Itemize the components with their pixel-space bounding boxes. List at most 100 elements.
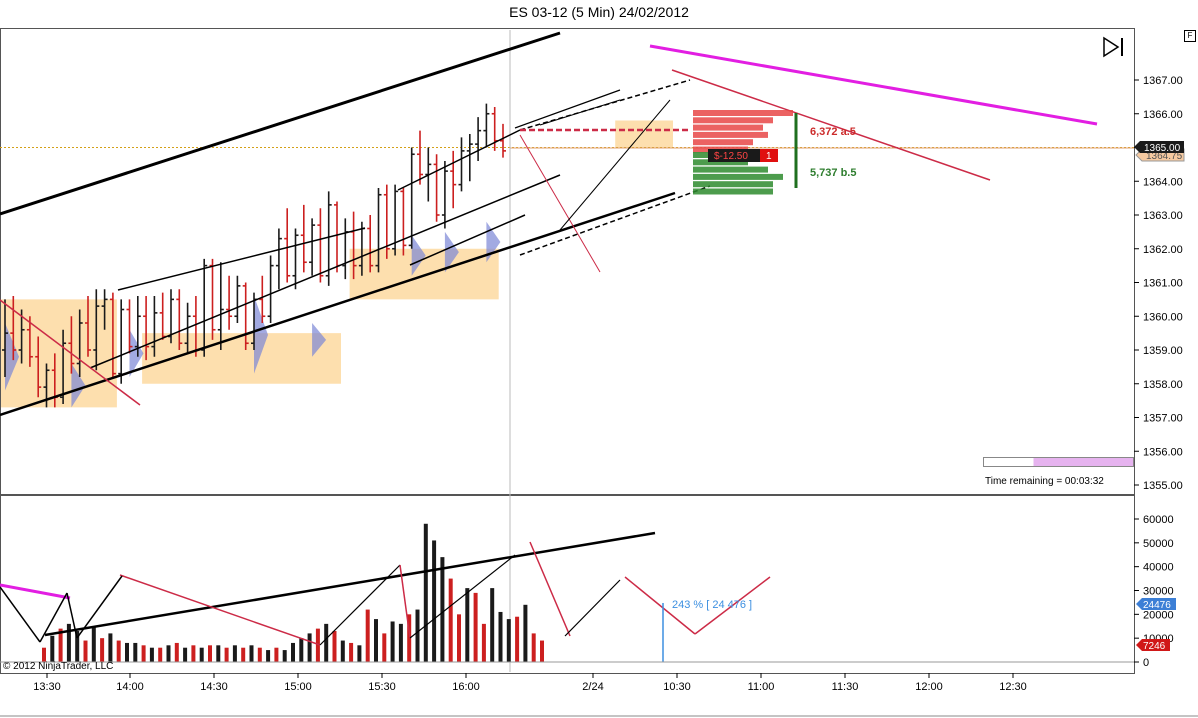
- volume-bar: [540, 640, 544, 662]
- ask-size-bar: [693, 139, 753, 146]
- volume-bar: [216, 645, 221, 662]
- volume-bar: [390, 621, 395, 662]
- profile-band: [254, 296, 268, 374]
- volume-trend-line: [66, 592, 78, 639]
- volume-bar: [440, 557, 445, 662]
- profile-band: [129, 329, 144, 377]
- time-tick-label: 14:30: [200, 681, 228, 693]
- volume-bar: [274, 647, 279, 662]
- volume-bar: [415, 609, 420, 662]
- volume-bar: [166, 645, 171, 662]
- time-tick-label: 11:30: [832, 681, 859, 693]
- volume-bar: [125, 642, 129, 662]
- volume-bar: [506, 619, 511, 662]
- drawing-tools-layer: [0, 31, 1098, 417]
- value-area-box: [1, 299, 117, 408]
- time-tick-label: 16:00: [452, 681, 480, 693]
- volume-trend-line: [119, 574, 321, 646]
- volume-trend-line: [694, 576, 771, 635]
- volume-badge: 24476: [1136, 598, 1176, 611]
- time-tick-label: 12:00: [915, 681, 943, 693]
- volume-bar: [224, 647, 229, 662]
- playback-icon[interactable]: [1103, 36, 1123, 58]
- volume-badge-2: 7246: [1136, 639, 1170, 652]
- volume-bar: [83, 640, 88, 662]
- volume-bar: [448, 578, 453, 662]
- volume-bar: [523, 604, 528, 662]
- price-tick-label: 1355.00: [1143, 480, 1183, 492]
- time-remaining-label: Time remaining = 00:03:32: [985, 476, 1104, 487]
- volume-bar: [116, 640, 121, 662]
- volume-bars-layer: [0, 523, 771, 662]
- volume-tick-label: 0: [1143, 657, 1149, 669]
- ask-size-bar: [693, 117, 773, 124]
- volume-annotation: 243 % [ 24 476 ]: [672, 599, 752, 611]
- volume-tick-label: 40000: [1143, 562, 1174, 574]
- time-tick-label: 2/24: [582, 681, 603, 693]
- volume-bar: [66, 623, 71, 662]
- volume-trend-line: [564, 579, 621, 637]
- volume-badge-text: 24476: [1143, 600, 1171, 611]
- volume-tick-label: 60000: [1143, 514, 1174, 526]
- volume-badge2-text: 7246: [1143, 641, 1166, 652]
- position-pnl-tag[interactable]: $-12.50 1: [708, 149, 778, 162]
- pnl-qty: 1: [766, 151, 772, 162]
- volume-trend-line: [76, 575, 123, 639]
- price-tick-label: 1358.00: [1143, 379, 1183, 391]
- volume-trend-line: [44, 531, 656, 637]
- volume-bar: [208, 645, 212, 662]
- bid-size-bar: [693, 166, 768, 173]
- volume-bar: [365, 609, 370, 662]
- trend-line: [671, 69, 991, 181]
- volume-bar: [232, 645, 237, 662]
- volume-bar: [183, 647, 188, 662]
- background-layer: [0, 30, 1134, 672]
- volume-bar: [465, 588, 470, 662]
- profile-band: [486, 221, 501, 263]
- trend-line: [409, 214, 526, 266]
- trend-line: [0, 31, 561, 216]
- volume-bar: [174, 642, 179, 662]
- volume-bar: [432, 540, 437, 662]
- volume-bar: [349, 642, 354, 662]
- volume-bar: [457, 614, 461, 662]
- time-tick-label: 10:30: [663, 681, 691, 693]
- chart-options-button[interactable]: F: [1184, 30, 1196, 42]
- channel-lower-dashed: [519, 185, 711, 256]
- price-tick-label: 1359.00: [1143, 345, 1183, 357]
- price-tick-label: 1367.00: [1143, 75, 1183, 87]
- time-axis: 13:30 14:00 14:30 15:00 15:30 16:00 2/24 10:30 1…: [33, 673, 1027, 693]
- volume-bar: [158, 647, 163, 662]
- volume-trend-line: [399, 564, 411, 639]
- trend-line: [0, 299, 141, 406]
- volume-bar: [291, 642, 295, 662]
- volume-bar: [490, 588, 495, 662]
- volume-trend-line: [0, 583, 71, 600]
- volume-trend-line: [409, 554, 516, 639]
- trend-line: [559, 99, 671, 231]
- volume-bar: [515, 616, 520, 662]
- trend-line: [397, 129, 521, 191]
- profile-band: [5, 323, 19, 391]
- volume-bar: [249, 645, 254, 662]
- volume-bar: [149, 647, 154, 662]
- bid-size-bar: [693, 173, 783, 180]
- price-tick-label: 1361.00: [1143, 278, 1183, 290]
- volume-bar: [307, 633, 312, 662]
- price-tick-label: 1363.00: [1143, 210, 1183, 222]
- volume-bar: [481, 623, 486, 662]
- last-price-badge: 1364.75 1365.00: [1134, 141, 1185, 162]
- volume-bar: [498, 611, 503, 662]
- price-badge: 1365.00: [1144, 143, 1181, 154]
- volume-bar: [332, 631, 337, 662]
- trend-line: [514, 89, 621, 129]
- volume-bar: [133, 642, 138, 662]
- profile-band: [312, 323, 327, 357]
- volume-bar: [340, 640, 345, 662]
- volume-bar: [257, 647, 262, 662]
- volume-bar: [407, 614, 412, 662]
- profile-band: [444, 231, 459, 273]
- volume-bar: [108, 633, 113, 662]
- volume-bar: [266, 650, 271, 662]
